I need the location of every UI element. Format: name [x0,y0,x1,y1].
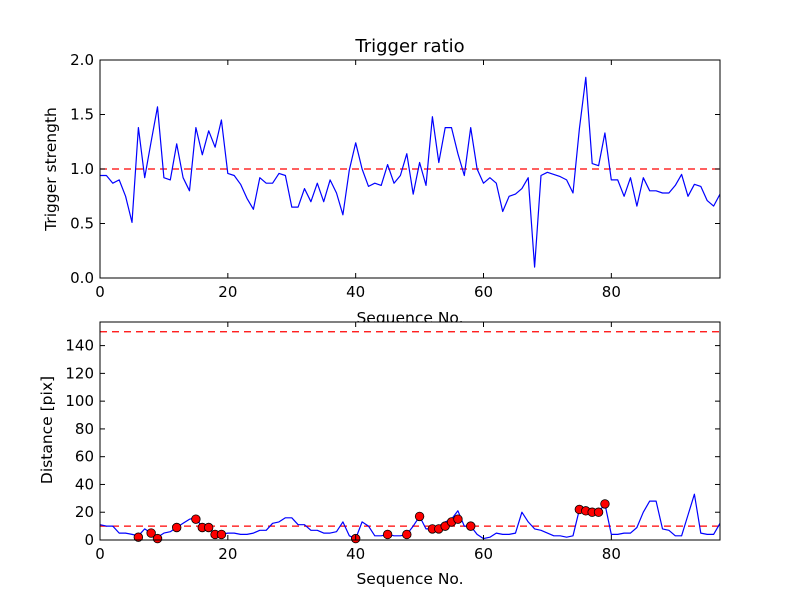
y-tick-label: 100 [65,392,94,410]
data-marker [593,507,604,517]
data-marker [146,528,156,538]
data-marker [466,521,476,531]
y-tick-label: 20 [75,503,94,521]
data-marker [216,529,227,540]
plot-frame [99,321,721,541]
chart-title: Trigger ratio [354,36,464,57]
y-axis-label: Trigger strength [42,107,60,232]
distance-panel: 0 20 40 60 80 0 20 40 60 80 100 120 140 Sequence No… [38,321,721,588]
plot-area [100,322,720,540]
x-tick-label: 40 [346,283,365,301]
x-axis-label: Sequence No. [356,570,463,588]
y-tick-label: 0.0 [70,269,94,287]
x-tick-label: 20 [218,283,237,301]
data-marker [203,522,214,533]
x-tick-label: 0 [95,283,105,301]
x-tick-label: 80 [602,283,621,301]
y-tick-label: 120 [65,364,94,382]
y-tick-label: 2.0 [70,51,94,69]
x-tick-label: 60 [474,283,493,301]
y-axis-label: Distance [pix] [38,376,56,484]
data-marker [402,529,412,540]
y-tick-label: 40 [75,475,94,493]
data-marker [133,532,144,542]
y-tick-label: 80 [75,420,94,438]
x-tick-label: 80 [602,545,621,563]
x-tick-label: 60 [474,545,493,563]
data-marker [191,514,201,524]
data-marker [382,529,393,540]
y-tick-label: 60 [75,448,94,466]
x-tick-label: 20 [218,545,237,563]
data-marker [172,522,182,533]
x-tick-label: 40 [346,545,365,563]
data-marker [600,499,610,509]
x-tick-label: 0 [95,545,105,563]
y-tick-label: 1.5 [70,106,94,124]
data-marker [414,511,425,522]
data-marker [152,533,163,544]
plot-area [100,60,720,278]
y-tick-label: 1.0 [70,160,94,178]
y-tick-label: 0.5 [70,215,94,233]
data-marker [453,514,463,524]
series-line [100,76,721,268]
y-tick-label: 140 [65,337,94,355]
y-tick-label: 0 [84,531,94,549]
